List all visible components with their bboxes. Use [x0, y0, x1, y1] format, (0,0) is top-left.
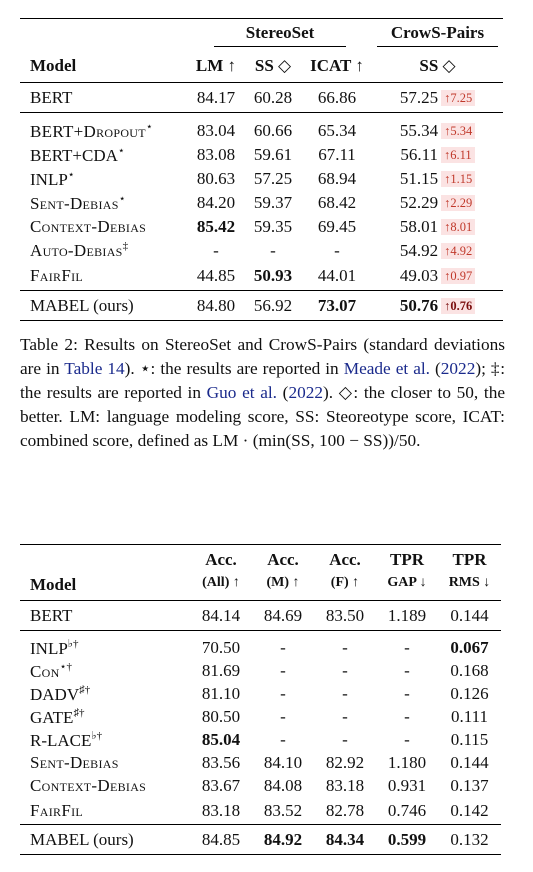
- delta-badge: ↑7.25: [441, 89, 476, 106]
- table-row: Sent-Debias⋆ 84.20 59.37 68.42 52.29 ↑2.2…: [20, 191, 503, 215]
- table-row: INLP⋆ 80.63 57.25 68.94 51.15 ↑1.15: [20, 167, 503, 191]
- header-crows-ss: SS ◇: [419, 56, 456, 76]
- header-model: Model: [30, 574, 77, 594]
- delta-badge: ↑0.97: [441, 268, 476, 285]
- header-acc-all: (All) ↑: [202, 574, 240, 590]
- table-row: BERT+Dropout⋆ 83.04 60.66 65.34 55.34 ↑5.…: [20, 119, 503, 143]
- table-row: Auto-Debias‡ - - - 54.92 ↑4.92: [20, 239, 503, 263]
- table-row: FairFil 44.85 50.93 44.01 49.03 ↑0.97: [20, 263, 503, 291]
- table-caption: Table 2: Results on StereoSet and CrowS-…: [20, 335, 506, 450]
- header-stereoset: StereoSet: [213, 23, 347, 47]
- results-table-bias-bios: Acc. Acc. Acc. TPR TPR Model (All) ↑ (M)…: [20, 544, 501, 855]
- table-row: Context-Debias 83.67 84.08 83.18 0.931 0…: [30, 776, 489, 795]
- table-row: MABEL (ours) 84.85 84.92 84.34 0.599 0.1…: [20, 825, 501, 855]
- link-guo[interactable]: Guo et al.: [206, 383, 278, 402]
- table-row: BERT 84.14 84.69 83.50 1.189 0.144: [20, 601, 501, 631]
- table-row: FairFil 83.18 83.52 82.78 0.746 0.142: [20, 798, 501, 825]
- header-crows-pairs: CrowS-Pairs: [376, 23, 499, 47]
- table-row: GATE♯† 80.50 - - - 0.111: [30, 706, 488, 727]
- header-tpr-gap: GAP ↓: [387, 574, 427, 590]
- table-row: BERT 84.17 60.28 66.86 57.25 ↑7.25: [20, 83, 503, 113]
- header-tpr-rms: RMS ↓: [448, 574, 491, 590]
- delta-badge: ↑1.15: [441, 170, 476, 187]
- delta-badge: ↑8.01: [441, 218, 476, 235]
- header-icat: ICAT ↑: [310, 56, 364, 76]
- table-row: INLP♭† 70.50 - - - 0.067: [30, 638, 489, 658]
- table-row: MABEL (ours) 84.80 56.92 73.07 50.76 ↑0.7…: [20, 291, 503, 321]
- table-row: R-LACE♭† 85.04 - - - 0.115: [30, 730, 489, 750]
- results-table-stereoset-crows: StereoSet CrowS-Pairs Model LM ↑ SS ◇ IC…: [20, 18, 503, 321]
- delta-badge: ↑4.92: [441, 242, 476, 259]
- delta-badge: ↑0.76: [441, 297, 476, 314]
- table-row: Con⋆† 81.69 - - - 0.168: [30, 661, 489, 681]
- delta-badge: ↑2.29: [441, 194, 476, 211]
- model-name: BERT: [30, 87, 73, 107]
- table-row: BERT+CDA⋆ 83.08 59.61 67.11 56.11 ↑6.11: [20, 143, 503, 167]
- table-row: Context-Debias 85.42 59.35 69.45 58.01 ↑8…: [20, 215, 503, 239]
- header-ss: SS ◇: [254, 56, 292, 76]
- delta-badge: ↑6.11: [440, 146, 475, 163]
- link-guo-year[interactable]: 2022: [288, 383, 323, 402]
- link-table-14[interactable]: Table 14: [64, 359, 125, 378]
- table-row: Sent-Debias 83.56 84.10 82.92 1.180 0.14…: [30, 753, 489, 772]
- header-lm: LM ↑: [195, 56, 237, 76]
- delta-badge: ↑5.34: [441, 122, 476, 139]
- header-acc-m: (M) ↑: [266, 574, 300, 590]
- link-meade[interactable]: Meade et al.: [343, 359, 430, 378]
- table-row: DADV♯† 81.10 - - - 0.126: [30, 683, 489, 704]
- header-model: Model: [30, 56, 77, 76]
- link-meade-year[interactable]: 2022: [440, 359, 476, 378]
- header-acc-f: (F) ↑: [330, 574, 360, 590]
